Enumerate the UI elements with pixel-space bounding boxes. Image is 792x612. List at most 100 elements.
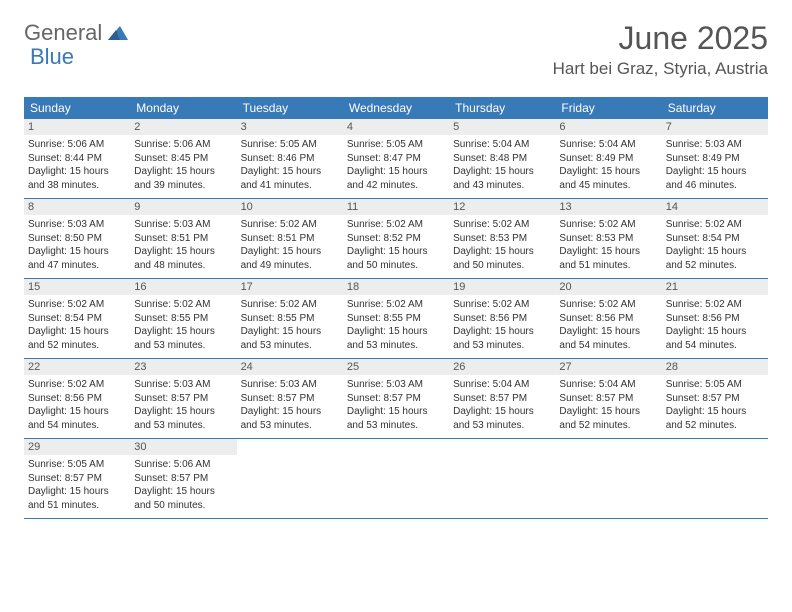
day-sunset: Sunset: 8:56 PM: [28, 392, 126, 406]
brand-triangle-icon: [106, 24, 130, 42]
day-d2: and 46 minutes.: [666, 179, 764, 193]
weekday-friday: Friday: [555, 97, 661, 119]
day-number: 20: [555, 279, 661, 295]
day-d2: and 53 minutes.: [453, 339, 551, 353]
day-number: 13: [555, 199, 661, 215]
day-cell: 20Sunrise: 5:02 AMSunset: 8:56 PMDayligh…: [555, 279, 661, 358]
day-cell: 28Sunrise: 5:05 AMSunset: 8:57 PMDayligh…: [662, 359, 768, 438]
day-number: 27: [555, 359, 661, 375]
day-sunset: Sunset: 8:57 PM: [347, 392, 445, 406]
month-title: June 2025: [553, 20, 768, 57]
day-cell: 7Sunrise: 5:03 AMSunset: 8:49 PMDaylight…: [662, 119, 768, 198]
day-d2: and 54 minutes.: [559, 339, 657, 353]
day-sunset: Sunset: 8:57 PM: [453, 392, 551, 406]
day-d1: Daylight: 15 hours: [559, 245, 657, 259]
day-number: 30: [130, 439, 236, 455]
brand-blue-row: Blue: [30, 44, 74, 70]
day-number: 16: [130, 279, 236, 295]
day-sunset: Sunset: 8:56 PM: [453, 312, 551, 326]
day-d1: Daylight: 15 hours: [134, 165, 232, 179]
weekday-header-row: Sunday Monday Tuesday Wednesday Thursday…: [24, 97, 768, 119]
day-number: 2: [130, 119, 236, 135]
day-cell: 23Sunrise: 5:03 AMSunset: 8:57 PMDayligh…: [130, 359, 236, 438]
day-d2: and 54 minutes.: [666, 339, 764, 353]
day-d2: and 53 minutes.: [241, 419, 339, 433]
week-row: 15Sunrise: 5:02 AMSunset: 8:54 PMDayligh…: [24, 279, 768, 359]
day-d2: and 50 minutes.: [134, 499, 232, 513]
day-d1: Daylight: 15 hours: [666, 405, 764, 419]
day-sunset: Sunset: 8:45 PM: [134, 152, 232, 166]
day-d1: Daylight: 15 hours: [28, 405, 126, 419]
weekday-tuesday: Tuesday: [237, 97, 343, 119]
day-d2: and 53 minutes.: [453, 419, 551, 433]
day-sunset: Sunset: 8:49 PM: [559, 152, 657, 166]
day-sunset: Sunset: 8:57 PM: [134, 472, 232, 486]
day-sunrise: Sunrise: 5:02 AM: [347, 218, 445, 232]
brand-text-general: General: [24, 20, 102, 46]
day-sunset: Sunset: 8:49 PM: [666, 152, 764, 166]
day-number: 26: [449, 359, 555, 375]
day-number: 3: [237, 119, 343, 135]
day-cell: 19Sunrise: 5:02 AMSunset: 8:56 PMDayligh…: [449, 279, 555, 358]
day-cell: 4Sunrise: 5:05 AMSunset: 8:47 PMDaylight…: [343, 119, 449, 198]
day-cell: [449, 439, 555, 518]
day-sunset: Sunset: 8:56 PM: [559, 312, 657, 326]
day-d1: Daylight: 15 hours: [666, 165, 764, 179]
day-sunrise: Sunrise: 5:04 AM: [453, 378, 551, 392]
location-text: Hart bei Graz, Styria, Austria: [553, 59, 768, 79]
day-d2: and 51 minutes.: [559, 259, 657, 273]
weekday-thursday: Thursday: [449, 97, 555, 119]
day-d2: and 52 minutes.: [666, 419, 764, 433]
day-sunrise: Sunrise: 5:05 AM: [28, 458, 126, 472]
week-row: 8Sunrise: 5:03 AMSunset: 8:50 PMDaylight…: [24, 199, 768, 279]
day-sunset: Sunset: 8:57 PM: [241, 392, 339, 406]
day-d1: Daylight: 15 hours: [453, 165, 551, 179]
day-number: 17: [237, 279, 343, 295]
day-cell: 29Sunrise: 5:05 AMSunset: 8:57 PMDayligh…: [24, 439, 130, 518]
day-cell: 8Sunrise: 5:03 AMSunset: 8:50 PMDaylight…: [24, 199, 130, 278]
day-d2: and 42 minutes.: [347, 179, 445, 193]
day-sunset: Sunset: 8:57 PM: [666, 392, 764, 406]
day-cell: 12Sunrise: 5:02 AMSunset: 8:53 PMDayligh…: [449, 199, 555, 278]
day-sunrise: Sunrise: 5:02 AM: [453, 218, 551, 232]
day-d2: and 47 minutes.: [28, 259, 126, 273]
day-cell: 2 Sunrise: 5:06 AMSunset: 8:45 PMDaylight…: [130, 119, 236, 198]
day-cell: 9Sunrise: 5:03 AMSunset: 8:51 PMDaylight…: [130, 199, 236, 278]
day-d2: and 38 minutes.: [28, 179, 126, 193]
day-number: 23: [130, 359, 236, 375]
day-sunrise: Sunrise: 5:02 AM: [559, 218, 657, 232]
day-d1: Daylight: 15 hours: [28, 245, 126, 259]
day-cell: 6Sunrise: 5:04 AMSunset: 8:49 PMDaylight…: [555, 119, 661, 198]
day-sunset: Sunset: 8:48 PM: [453, 152, 551, 166]
day-cell: [343, 439, 449, 518]
day-number: 1: [24, 119, 130, 135]
day-d2: and 50 minutes.: [347, 259, 445, 273]
brand-text-blue: Blue: [30, 44, 74, 69]
day-sunrise: Sunrise: 5:03 AM: [241, 378, 339, 392]
day-sunrise: Sunrise: 5:05 AM: [241, 138, 339, 152]
day-d1: Daylight: 15 hours: [241, 405, 339, 419]
header: General June 2025 Hart bei Graz, Styria,…: [24, 20, 768, 79]
day-sunset: Sunset: 8:47 PM: [347, 152, 445, 166]
weekday-saturday: Saturday: [662, 97, 768, 119]
day-d1: Daylight: 15 hours: [134, 325, 232, 339]
day-d1: Daylight: 15 hours: [559, 325, 657, 339]
day-d2: and 53 minutes.: [134, 339, 232, 353]
day-number: 7: [662, 119, 768, 135]
day-number: 14: [662, 199, 768, 215]
day-d2: and 52 minutes.: [28, 339, 126, 353]
day-sunrise: Sunrise: 5:04 AM: [559, 138, 657, 152]
day-d2: and 54 minutes.: [28, 419, 126, 433]
day-d1: Daylight: 15 hours: [453, 405, 551, 419]
day-sunset: Sunset: 8:51 PM: [241, 232, 339, 246]
day-number: 6: [555, 119, 661, 135]
day-sunset: Sunset: 8:50 PM: [28, 232, 126, 246]
day-d1: Daylight: 15 hours: [28, 485, 126, 499]
day-sunrise: Sunrise: 5:02 AM: [28, 378, 126, 392]
day-d1: Daylight: 15 hours: [347, 165, 445, 179]
day-number: 29: [24, 439, 130, 455]
day-d2: and 39 minutes.: [134, 179, 232, 193]
day-sunrise: Sunrise: 5:04 AM: [453, 138, 551, 152]
day-d1: Daylight: 15 hours: [347, 325, 445, 339]
day-sunrise: Sunrise: 5:06 AM: [134, 138, 232, 152]
